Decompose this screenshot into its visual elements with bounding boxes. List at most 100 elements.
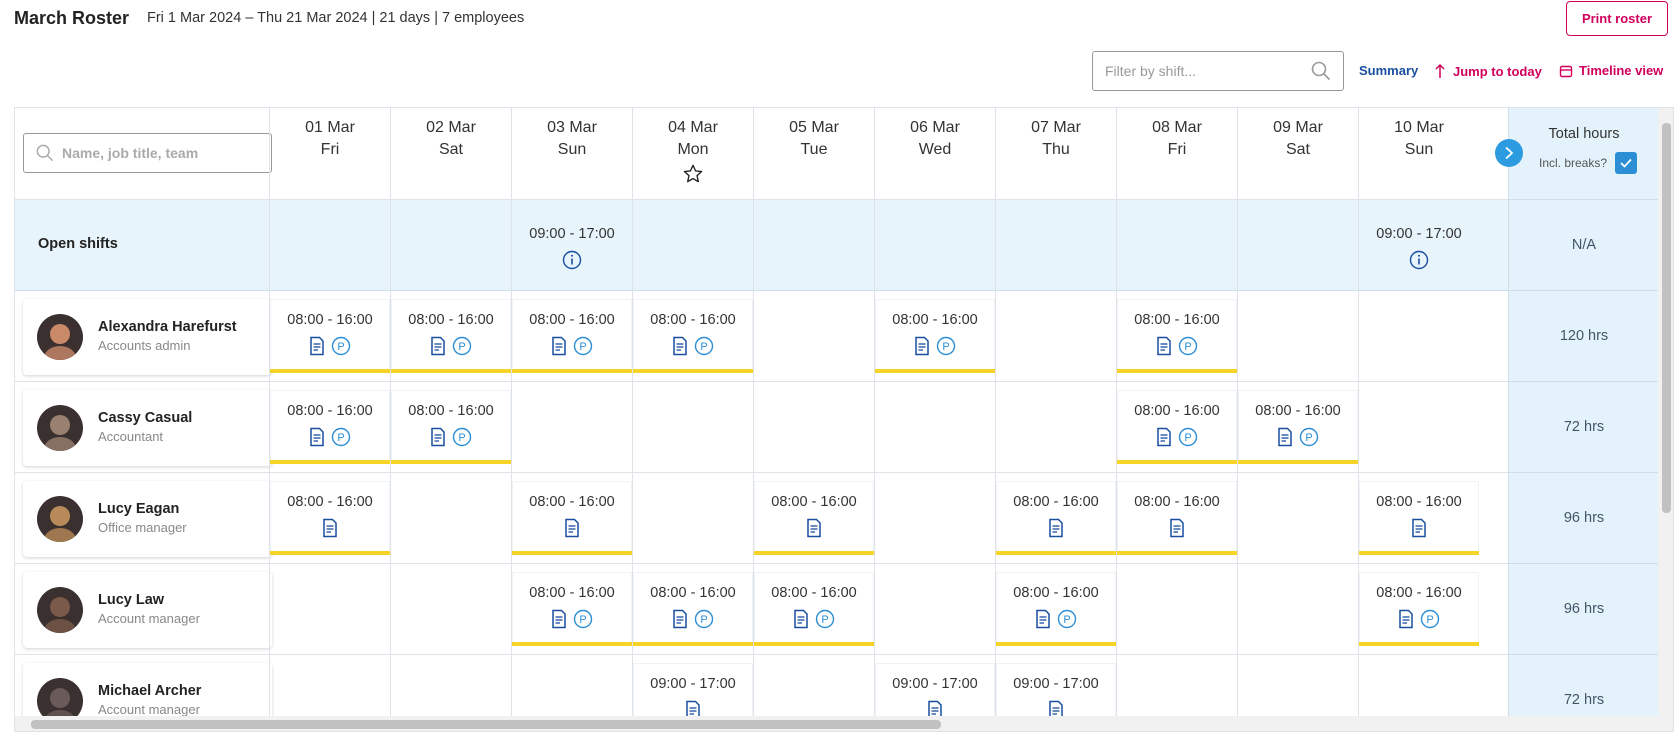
- filter-shift-field[interactable]: [1092, 51, 1344, 91]
- open-shift-cell[interactable]: [390, 200, 511, 291]
- roster-cell[interactable]: 08:00 - 16:00 P: [390, 291, 511, 382]
- roster-cell[interactable]: 08:00 - 16:00 P: [874, 291, 995, 382]
- roster-cell[interactable]: [753, 291, 874, 382]
- shift-block[interactable]: 08:00 - 16:00: [512, 481, 632, 555]
- shift-block[interactable]: 08:00 - 16:00 P: [1117, 390, 1237, 464]
- day-header[interactable]: 06 Mar Wed: [874, 108, 995, 199]
- incl-breaks-checkbox[interactable]: [1615, 152, 1638, 174]
- day-header[interactable]: 10 Mar Sun: [1358, 108, 1479, 199]
- roster-cell[interactable]: [390, 473, 511, 564]
- roster-cell[interactable]: [390, 655, 511, 731]
- employee-card[interactable]: Alexandra Harefurst Accounts admin: [23, 299, 272, 375]
- open-shift-cell[interactable]: [753, 200, 874, 291]
- shift-block[interactable]: 08:00 - 16:00 P: [1359, 572, 1479, 646]
- day-header[interactable]: 09 Mar Sat: [1237, 108, 1358, 199]
- employee-search-input[interactable]: [62, 145, 259, 161]
- roster-cell[interactable]: [632, 473, 753, 564]
- employee-card[interactable]: Lucy Law Account manager: [23, 572, 272, 648]
- roster-cell[interactable]: 08:00 - 16:00 P: [511, 564, 632, 655]
- shift-block[interactable]: 08:00 - 16:00 P: [1238, 390, 1358, 464]
- roster-cell[interactable]: 08:00 - 16:00 P: [390, 382, 511, 473]
- roster-cell[interactable]: [1237, 473, 1358, 564]
- roster-cell[interactable]: 08:00 - 16:00: [1116, 473, 1237, 564]
- day-header[interactable]: 01 Mar Fri: [269, 108, 390, 199]
- info-icon[interactable]: [562, 250, 582, 270]
- roster-cell[interactable]: 08:00 - 16:00: [511, 473, 632, 564]
- roster-cell[interactable]: [269, 564, 390, 655]
- roster-cell[interactable]: [874, 382, 995, 473]
- open-shift-cell[interactable]: 09:00 - 17:00: [511, 200, 632, 291]
- print-roster-button[interactable]: Print roster: [1566, 1, 1668, 36]
- shift-block[interactable]: 08:00 - 16:00: [1117, 481, 1237, 555]
- roster-cell[interactable]: [1116, 655, 1237, 731]
- roster-cell[interactable]: [511, 382, 632, 473]
- day-header[interactable]: 08 Mar Fri: [1116, 108, 1237, 199]
- vertical-scrollbar[interactable]: [1658, 108, 1673, 731]
- open-shift-cell[interactable]: [269, 200, 390, 291]
- day-header[interactable]: 04 Mar Mon: [632, 108, 753, 199]
- day-header[interactable]: 02 Mar Sat: [390, 108, 511, 199]
- day-header[interactable]: 03 Mar Sun: [511, 108, 632, 199]
- roster-cell[interactable]: 08:00 - 16:00: [753, 473, 874, 564]
- roster-cell[interactable]: [753, 382, 874, 473]
- roster-cell[interactable]: 08:00 - 16:00 P: [511, 291, 632, 382]
- day-header[interactable]: 07 Mar Thu: [995, 108, 1116, 199]
- shift-block[interactable]: 08:00 - 16:00 P: [754, 572, 874, 646]
- shift-block[interactable]: 08:00 - 16:00 P: [270, 299, 390, 373]
- roster-cell[interactable]: 08:00 - 16:00 P: [995, 564, 1116, 655]
- open-shift-cell[interactable]: [1237, 200, 1358, 291]
- roster-cell[interactable]: 08:00 - 16:00 P: [1116, 291, 1237, 382]
- shift-block[interactable]: 08:00 - 16:00 P: [875, 299, 995, 373]
- roster-cell[interactable]: 08:00 - 16:00 P: [1116, 382, 1237, 473]
- open-shift-cell[interactable]: [1116, 200, 1237, 291]
- shift-block[interactable]: 08:00 - 16:00 P: [391, 390, 511, 464]
- roster-cell[interactable]: [390, 564, 511, 655]
- horizontal-scroll-thumb[interactable]: [31, 720, 941, 729]
- roster-cell[interactable]: [1237, 564, 1358, 655]
- shift-block[interactable]: 08:00 - 16:00 P: [512, 299, 632, 373]
- shift-block[interactable]: 08:00 - 16:00: [754, 481, 874, 555]
- shift-block[interactable]: 08:00 - 16:00 P: [512, 572, 632, 646]
- info-icon[interactable]: [1409, 250, 1429, 270]
- roster-cell[interactable]: 08:00 - 16:00 P: [753, 564, 874, 655]
- roster-cell[interactable]: [269, 655, 390, 731]
- vertical-scroll-thumb[interactable]: [1662, 123, 1671, 513]
- roster-cell[interactable]: 08:00 - 16:00 P: [1237, 382, 1358, 473]
- roster-cell[interactable]: 08:00 - 16:00: [269, 473, 390, 564]
- roster-cell[interactable]: 08:00 - 16:00 P: [632, 291, 753, 382]
- roster-cell[interactable]: [874, 564, 995, 655]
- open-shift-cell[interactable]: [874, 200, 995, 291]
- roster-cell[interactable]: 08:00 - 16:00 P: [1358, 564, 1479, 655]
- roster-cell[interactable]: 08:00 - 16:00 P: [269, 291, 390, 382]
- roster-cell[interactable]: [995, 291, 1116, 382]
- summary-link[interactable]: Summary: [1359, 63, 1418, 78]
- shift-block[interactable]: 08:00 - 16:00 P: [633, 572, 753, 646]
- open-shift-cell[interactable]: [995, 200, 1116, 291]
- shift-block[interactable]: 08:00 - 16:00: [1359, 481, 1479, 555]
- employee-card[interactable]: Cassy Casual Accountant: [23, 390, 272, 466]
- open-shift[interactable]: 09:00 - 17:00: [512, 200, 632, 290]
- roster-cell[interactable]: [1237, 655, 1358, 731]
- roster-cell[interactable]: 08:00 - 16:00 P: [269, 382, 390, 473]
- incl-breaks-toggle[interactable]: Incl. breaks?: [1539, 152, 1638, 174]
- roster-cell[interactable]: [874, 473, 995, 564]
- shift-block[interactable]: 08:00 - 16:00 P: [1117, 299, 1237, 373]
- roster-cell[interactable]: 08:00 - 16:00: [1358, 473, 1479, 564]
- shift-block[interactable]: 08:00 - 16:00 P: [391, 299, 511, 373]
- open-shift[interactable]: 09:00 - 17:00: [1359, 200, 1479, 290]
- roster-cell[interactable]: [1237, 291, 1358, 382]
- employee-search-field[interactable]: [23, 133, 272, 173]
- roster-cell[interactable]: [511, 655, 632, 731]
- roster-cell[interactable]: [1358, 655, 1479, 731]
- roster-cell[interactable]: [753, 655, 874, 731]
- shift-block[interactable]: 08:00 - 16:00: [996, 481, 1116, 555]
- roster-cell[interactable]: [1358, 291, 1479, 382]
- shift-block[interactable]: 08:00 - 16:00 P: [270, 390, 390, 464]
- next-days-button[interactable]: [1495, 139, 1523, 167]
- shift-block[interactable]: 08:00 - 16:00: [270, 481, 390, 555]
- open-shift-cell[interactable]: 09:00 - 17:00: [1358, 200, 1479, 291]
- roster-cell[interactable]: [1358, 382, 1479, 473]
- roster-cell[interactable]: [632, 382, 753, 473]
- horizontal-scrollbar[interactable]: [15, 716, 1658, 731]
- employee-card[interactable]: Lucy Eagan Office manager: [23, 481, 272, 557]
